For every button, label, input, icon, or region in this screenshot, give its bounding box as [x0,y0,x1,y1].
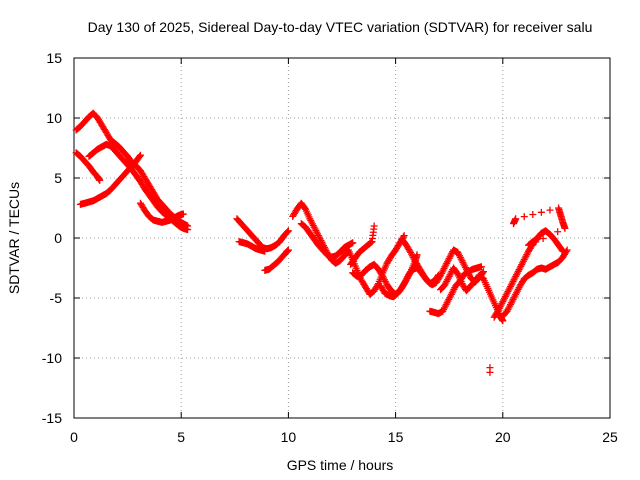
y-tick-label: 5 [54,170,62,186]
y-tick-label: 10 [46,110,62,126]
data-point [554,228,562,236]
data-point [480,268,488,276]
data-point [546,231,554,239]
data-point [96,176,104,184]
data-point [562,247,570,255]
x-tick-label: 20 [495,429,511,445]
data-point [136,151,144,159]
data-point [563,246,571,254]
x-tick-label: 25 [602,429,618,445]
y-tick-label: -5 [50,290,63,306]
data-point [349,239,357,247]
data-point [546,206,554,214]
grid-lines [74,58,610,418]
axis-ticks [73,57,611,419]
x-tick-label: 10 [281,429,297,445]
data-point [539,234,547,242]
y-axis-label: SDTVAR / TECUs [6,182,22,294]
data-points [72,109,571,376]
data-point [413,251,421,259]
x-tick-label: 15 [388,429,404,445]
x-axis-label: GPS time / hours [287,457,394,473]
x-tick-label: 5 [177,429,185,445]
data-point [486,368,494,376]
data-point [512,215,520,223]
data-point [529,210,537,218]
y-tick-label: -10 [42,350,62,366]
x-tick-labels: 0 5 10 15 20 25 [70,429,618,445]
data-point [374,281,382,289]
y-tick-label: 15 [46,50,62,66]
data-point [400,232,408,240]
y-tick-label: -15 [42,410,62,426]
data-point [136,152,144,160]
data-point [533,235,541,243]
data-point [284,228,292,236]
chart-title: Day 130 of 2025, Sidereal Day-to-day VTE… [88,19,593,35]
data-point [477,263,485,271]
data-point [406,269,414,277]
data-point [261,247,269,255]
y-tick-labels: -15 -10 -5 0 5 10 15 [42,50,62,426]
data-point [537,208,545,216]
data-point [284,246,292,254]
data-point [179,210,187,218]
data-point [367,238,375,246]
y-tick-label: 0 [54,230,62,246]
x-tick-label: 0 [70,429,78,445]
data-point [370,222,378,230]
data-point [520,213,528,221]
data-point [184,226,192,234]
data-point [284,227,292,235]
data-point [561,224,569,232]
